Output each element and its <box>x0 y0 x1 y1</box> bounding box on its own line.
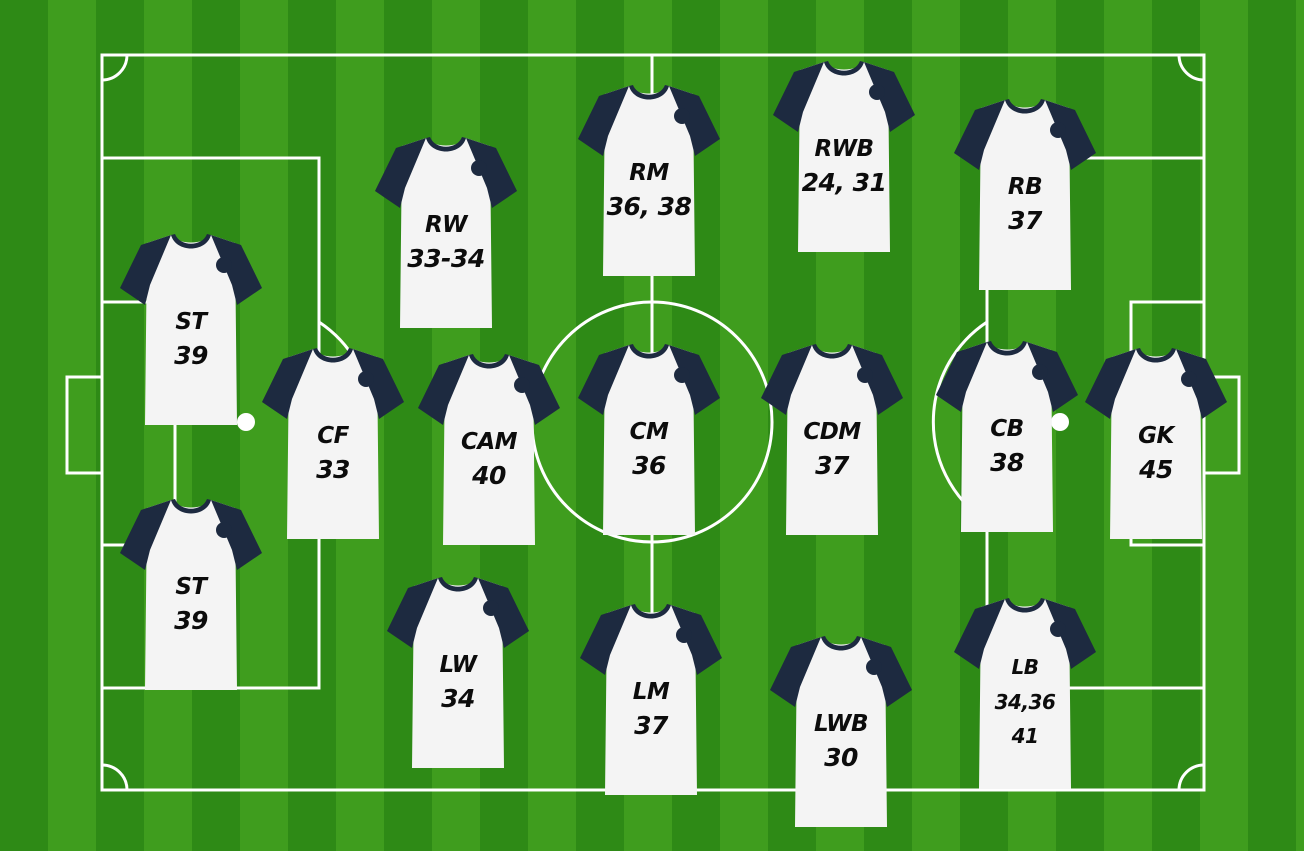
player-jersey-st: ST 39 <box>116 225 266 425</box>
player-jersey-lm: LM 37 <box>576 595 726 795</box>
jersey-icon <box>770 636 912 827</box>
player-jersey-cdm: CDM 37 <box>757 335 907 535</box>
corner-arc-bottom-left <box>101 763 129 791</box>
position-label: RM <box>629 160 669 186</box>
right-goal <box>1202 375 1241 475</box>
player-jersey-rwb: RWB 24, 31 <box>769 52 919 252</box>
position-label: ST <box>175 574 207 600</box>
position-label: LWB <box>813 711 869 737</box>
player-jersey-cam: CAM 40 <box>414 345 564 545</box>
position-label: CF <box>317 423 349 449</box>
right-penalty-spot <box>1051 413 1069 431</box>
position-label: CDM <box>803 419 861 445</box>
left-penalty-spot <box>237 413 255 431</box>
jersey-numbers: 40 <box>472 461 506 490</box>
jersey-numbers: 39 <box>174 341 208 370</box>
jersey-icon <box>375 137 517 328</box>
player-jersey-cb: CB 38 <box>932 332 1082 532</box>
jersey-icon <box>936 341 1078 532</box>
jersey-icon <box>120 499 262 690</box>
position-label: RW <box>424 212 468 238</box>
jersey-icon <box>578 85 720 276</box>
player-jersey-rw: RW 33-34 <box>371 128 521 328</box>
player-jersey-gk: GK 45 <box>1081 339 1231 539</box>
jersey-numbers: 33-34 <box>407 244 485 273</box>
player-jersey-cm: CM 36 <box>574 335 724 535</box>
jersey-numbers: 36 <box>632 451 666 480</box>
jersey-numbers: 45 <box>1139 455 1173 484</box>
jersey-icon <box>120 234 262 425</box>
position-label: CM <box>629 419 669 445</box>
jersey-icon <box>578 344 720 535</box>
jersey-numbers: 24, 31 <box>801 168 887 197</box>
corner-arc-bottom-right <box>1177 763 1205 791</box>
player-jersey-st: ST 39 <box>116 490 266 690</box>
jersey-numbers: 39 <box>174 606 208 635</box>
jersey-numbers: 34 <box>441 684 475 713</box>
jersey-numbers: 37 <box>634 711 668 740</box>
jersey-icon <box>773 61 915 252</box>
jersey-icon <box>954 598 1096 789</box>
player-jersey-lwb: LWB 30 <box>766 627 916 827</box>
jersey-icon <box>387 577 529 768</box>
position-label: CAM <box>460 429 518 455</box>
jersey-numbers: 37 <box>1008 206 1042 235</box>
jersey-numbers: 34,36 41 <box>994 690 1056 748</box>
position-label: LB <box>1011 655 1040 679</box>
position-label: RWB <box>814 136 874 162</box>
jersey-icon <box>262 348 404 539</box>
position-label: ST <box>175 309 207 335</box>
player-jersey-rm: RM 36, 38 <box>574 76 724 276</box>
player-jersey-cf: CF 33 <box>258 339 408 539</box>
jersey-numbers: 30 <box>824 743 858 772</box>
corner-arc-top-left <box>101 54 129 82</box>
jersey-icon <box>954 99 1096 290</box>
jersey-icon <box>761 344 903 535</box>
jersey-numbers: 38 <box>990 448 1024 477</box>
jersey-icon <box>418 354 560 545</box>
corner-arc-top-right <box>1177 54 1205 82</box>
position-label: RB <box>1007 174 1043 200</box>
jersey-numbers: 33 <box>316 455 350 484</box>
jersey-numbers: 36, 38 <box>606 192 692 221</box>
position-label: LW <box>439 652 477 678</box>
left-goal <box>65 375 104 475</box>
jersey-numbers: 37 <box>815 451 849 480</box>
jersey-icon <box>1085 348 1227 539</box>
jersey-icon <box>580 604 722 795</box>
player-jersey-lw: LW 34 <box>383 568 533 768</box>
player-jersey-lb: LB 34,36 41 <box>950 589 1100 789</box>
player-jersey-rb: RB 37 <box>950 90 1100 290</box>
position-label: GK <box>1138 423 1174 449</box>
position-label: CB <box>990 416 1024 442</box>
position-label: LM <box>632 679 670 705</box>
